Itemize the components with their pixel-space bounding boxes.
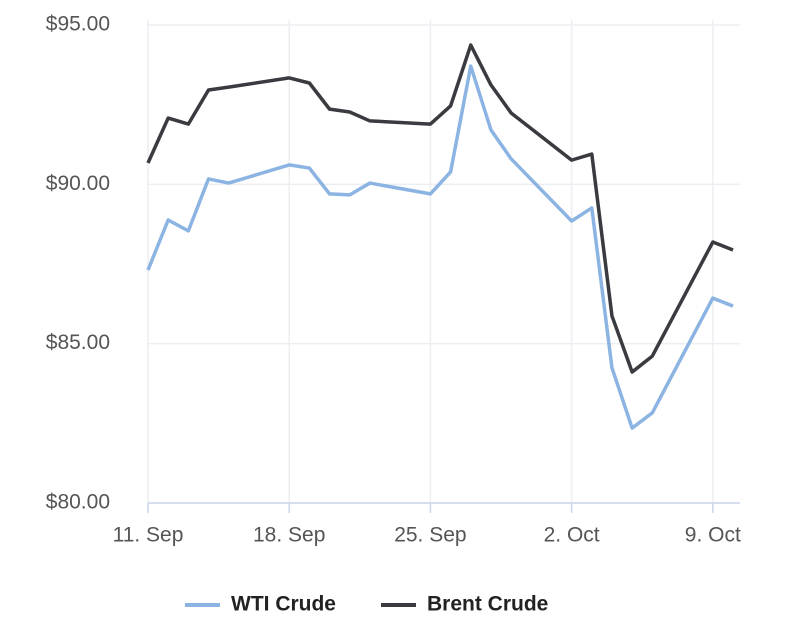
x-tick-label: 25. Sep — [394, 524, 466, 547]
x-tick-label: 11. Sep — [113, 524, 184, 547]
y-tick-label: $85.00 — [46, 331, 110, 354]
x-tick-label: 2. Oct — [544, 524, 600, 547]
legend-label: WTI Crude — [231, 593, 336, 616]
y-tick-label: $80.00 — [46, 491, 110, 514]
series-line — [146, 43, 734, 374]
y-tick-label: $95.00 — [46, 13, 110, 36]
x-tick-label: 9. Oct — [685, 524, 741, 547]
series-line — [146, 64, 734, 430]
legend-label: Brent Crude — [427, 593, 548, 616]
y-tick-label: $90.00 — [46, 172, 110, 195]
x-tick-label: 18. Sep — [253, 524, 325, 547]
